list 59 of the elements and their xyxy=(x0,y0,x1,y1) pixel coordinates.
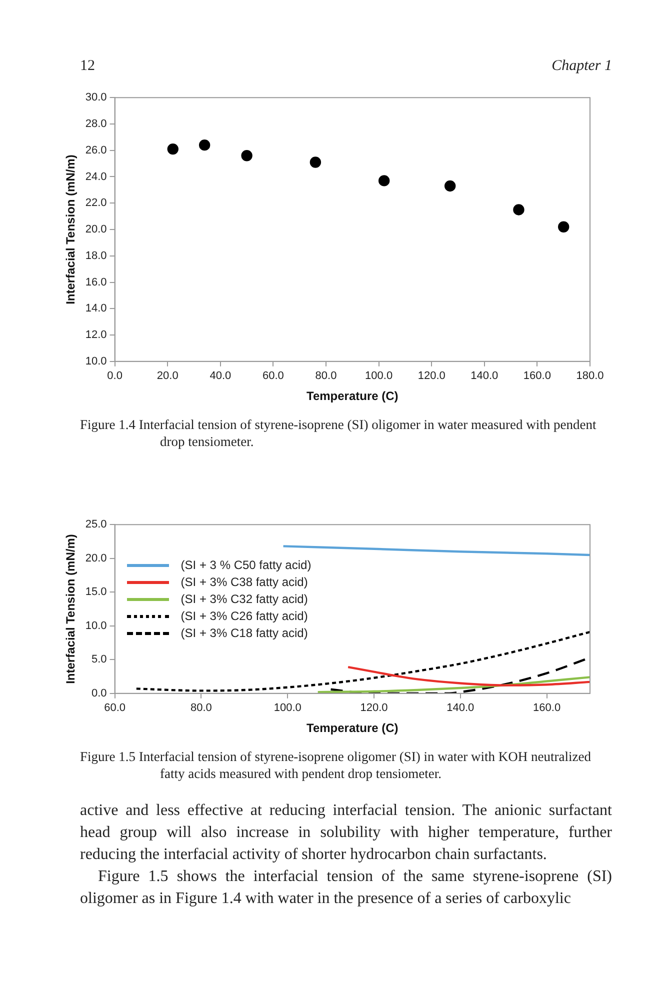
line-series xyxy=(316,676,590,694)
x-tick-label: 80.0 xyxy=(190,702,212,714)
point xyxy=(310,156,322,168)
y-tick-label: 0.0 xyxy=(92,687,107,700)
text: 12 xyxy=(80,58,95,75)
legend-label: (SI + 3% C32 fatty acid) xyxy=(180,592,308,606)
legend-label: (SI + 3% C38 fatty acid) xyxy=(180,575,308,589)
y-tick-label: 14.0 xyxy=(85,302,107,315)
text: active and less effective at reducing interfacial tension. The anionic surfactant head group will also increase in solubility with higher temperature, further reducing the interfacial activity of shorter hydrocarbon chain surfactants. xyxy=(80,801,612,865)
x-tick-label: 140.0 xyxy=(470,370,498,382)
x-tick-label: 0.0 xyxy=(107,370,122,382)
x-tick-label: 140.0 xyxy=(446,702,474,714)
x-tick-label: 160.0 xyxy=(523,370,551,382)
y-tick-label: 25.0 xyxy=(85,518,107,531)
y-tick-label: 20.0 xyxy=(85,224,107,236)
y-tick-label: 20.0 xyxy=(85,552,107,564)
y-tick-label: 12.0 xyxy=(85,329,107,342)
y-tick-label: 30.0 xyxy=(85,92,107,104)
line-series xyxy=(346,666,590,686)
x-tick-label: 160.0 xyxy=(533,702,561,714)
y-tick-label: 5.0 xyxy=(92,654,107,666)
y-tick-label: 28.0 xyxy=(85,118,107,130)
point xyxy=(241,150,252,162)
caption: Figure 1.5 Interfacial tension of styrene-isoprene oligomer (SI) in water with KOH neutralized fatty acids measured with pendent drop tensiometer. xyxy=(80,748,592,782)
y-tick-label: 10.0 xyxy=(85,620,107,632)
legend-label: (SI + 3% C18 fatty acid) xyxy=(180,626,308,640)
x-tick-label: 120.0 xyxy=(360,702,388,714)
x-tick-label: 40.0 xyxy=(210,370,232,382)
y-tick-label: 22.0 xyxy=(85,197,107,210)
x-tick-label: 100.0 xyxy=(274,702,302,714)
line-series xyxy=(282,545,590,556)
x-tick-label: 80.0 xyxy=(315,370,337,382)
x-tick-label: 60.0 xyxy=(262,370,284,382)
point xyxy=(378,175,390,186)
x-tick-label: 20.0 xyxy=(156,370,178,382)
y-axis-title: Interfacial Tension (mN/m) xyxy=(64,154,78,304)
caption: Figure 1.4 Interfacial tension of styrene-isoprene (SI) oligomer in water measured with pendent drop tensiometer. xyxy=(80,416,598,450)
y-tick-label: 26.0 xyxy=(85,144,107,156)
point xyxy=(513,204,524,216)
x-tick-label: 60.0 xyxy=(104,702,126,714)
x-tick-label: 180.0 xyxy=(576,370,604,382)
x-axis-title: Temperature (C) xyxy=(306,389,398,404)
y-tick-label: 16.0 xyxy=(85,276,107,288)
caption: Figure 1.5 shows the interfacial tension of the same styrene-isoprene (SI) oligomer as in Figure 1.4 with water in the presence of a series of carboxylic xyxy=(80,867,612,909)
point xyxy=(198,139,210,151)
point xyxy=(167,143,178,155)
point xyxy=(558,221,570,232)
x-tick-label: 100.0 xyxy=(365,370,393,382)
point xyxy=(444,180,456,192)
legend-label: (SI + 3 % C50 fatty acid) xyxy=(180,558,312,572)
y-axis-title: Interfacial Tension (mN/m) xyxy=(64,534,78,684)
y-tick-label: 10.0 xyxy=(85,355,107,368)
x-tick-label: 120.0 xyxy=(418,370,446,382)
legend-label: (SI + 3% C26 fatty acid) xyxy=(180,609,308,623)
y-tick-label: 18.0 xyxy=(85,250,107,262)
text: Chapter 1 xyxy=(552,58,612,75)
y-tick-label: 24.0 xyxy=(85,170,107,183)
x-axis-title: Temperature (C) xyxy=(306,721,398,736)
y-tick-label: 15.0 xyxy=(85,586,107,598)
